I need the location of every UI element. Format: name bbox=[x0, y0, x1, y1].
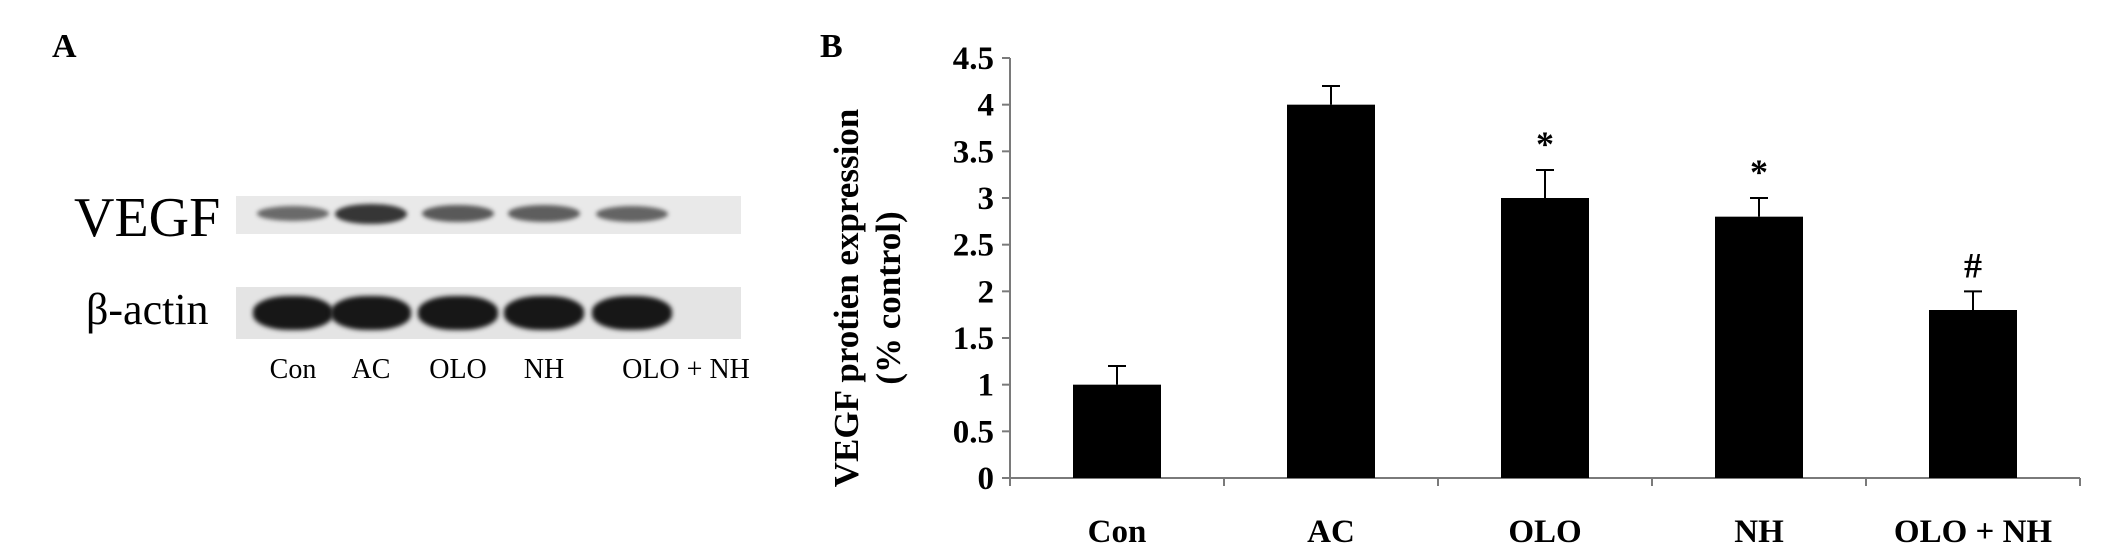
actin-band-label: β-actin bbox=[86, 285, 209, 334]
significance-mark: * bbox=[1536, 124, 1554, 164]
bar bbox=[1715, 216, 1803, 478]
actin-band bbox=[331, 296, 411, 330]
actin-band bbox=[418, 296, 498, 330]
vegf-band bbox=[257, 205, 329, 222]
lane-label: AC bbox=[351, 354, 391, 385]
significance-marks: * * # bbox=[1536, 124, 1982, 285]
y-tick-label: 1.5 bbox=[953, 321, 994, 357]
x-category-label: OLO bbox=[1508, 514, 1581, 550]
error-bars bbox=[1108, 85, 1982, 385]
western-blot-panel: A VEGF β-actin Con AC OLO NH OLO + NH bbox=[0, 0, 800, 560]
x-category-label: AC bbox=[1307, 514, 1355, 550]
lane-label: OLO bbox=[429, 354, 487, 385]
vegf-band bbox=[596, 205, 668, 222]
vegf-band bbox=[422, 205, 494, 223]
bars bbox=[1073, 104, 2017, 479]
actin-band bbox=[504, 296, 584, 330]
y-tick-label: 0.5 bbox=[953, 414, 994, 450]
y-tick-label: 4 bbox=[978, 88, 995, 124]
x-category-label: Con bbox=[1088, 514, 1147, 550]
y-tick-label: 0 bbox=[978, 461, 995, 497]
lane-label: Con bbox=[269, 354, 317, 385]
y-tick-label: 2 bbox=[978, 274, 995, 310]
x-category-labels: Con AC OLO NH OLO + NH bbox=[1088, 514, 2053, 550]
y-tick-label: 1 bbox=[978, 368, 995, 404]
y-tick-labels: 0 0.5 1 1.5 2 2.5 3 3.5 4 4.5 bbox=[953, 41, 994, 497]
y-axis-label: VEGF protien expression (% control) bbox=[827, 109, 908, 488]
vegf-band-label: VEGF bbox=[74, 187, 221, 249]
vegf-band bbox=[335, 203, 407, 225]
bar bbox=[1929, 310, 2017, 478]
panel-a-letter: A bbox=[52, 28, 77, 65]
y-axis-label-line1: VEGF protien expression bbox=[827, 109, 866, 488]
lane-label: NH bbox=[523, 354, 565, 385]
significance-mark: # bbox=[1964, 245, 1982, 285]
y-tick-label: 4.5 bbox=[953, 41, 994, 77]
panel-b-letter: B bbox=[820, 28, 843, 65]
vegf-bar-chart: VEGF protien expression (% control) **# … bbox=[827, 41, 2081, 550]
x-category-label: OLO + NH bbox=[1894, 514, 2052, 550]
y-tick-label: 2.5 bbox=[953, 228, 994, 264]
bar bbox=[1073, 384, 1161, 478]
y-axis-label-line2: (% control) bbox=[869, 211, 908, 384]
actin-band bbox=[592, 296, 672, 330]
x-category-label: NH bbox=[1734, 514, 1784, 550]
y-tick-label: 3 bbox=[978, 181, 995, 217]
bar bbox=[1287, 104, 1375, 479]
y-tick-label: 3.5 bbox=[953, 134, 994, 170]
lane-label: OLO + NH bbox=[622, 354, 750, 385]
vegf-band bbox=[508, 205, 580, 222]
actin-band bbox=[253, 296, 333, 330]
significance-mark: * bbox=[1750, 152, 1768, 192]
bar bbox=[1501, 198, 1589, 478]
